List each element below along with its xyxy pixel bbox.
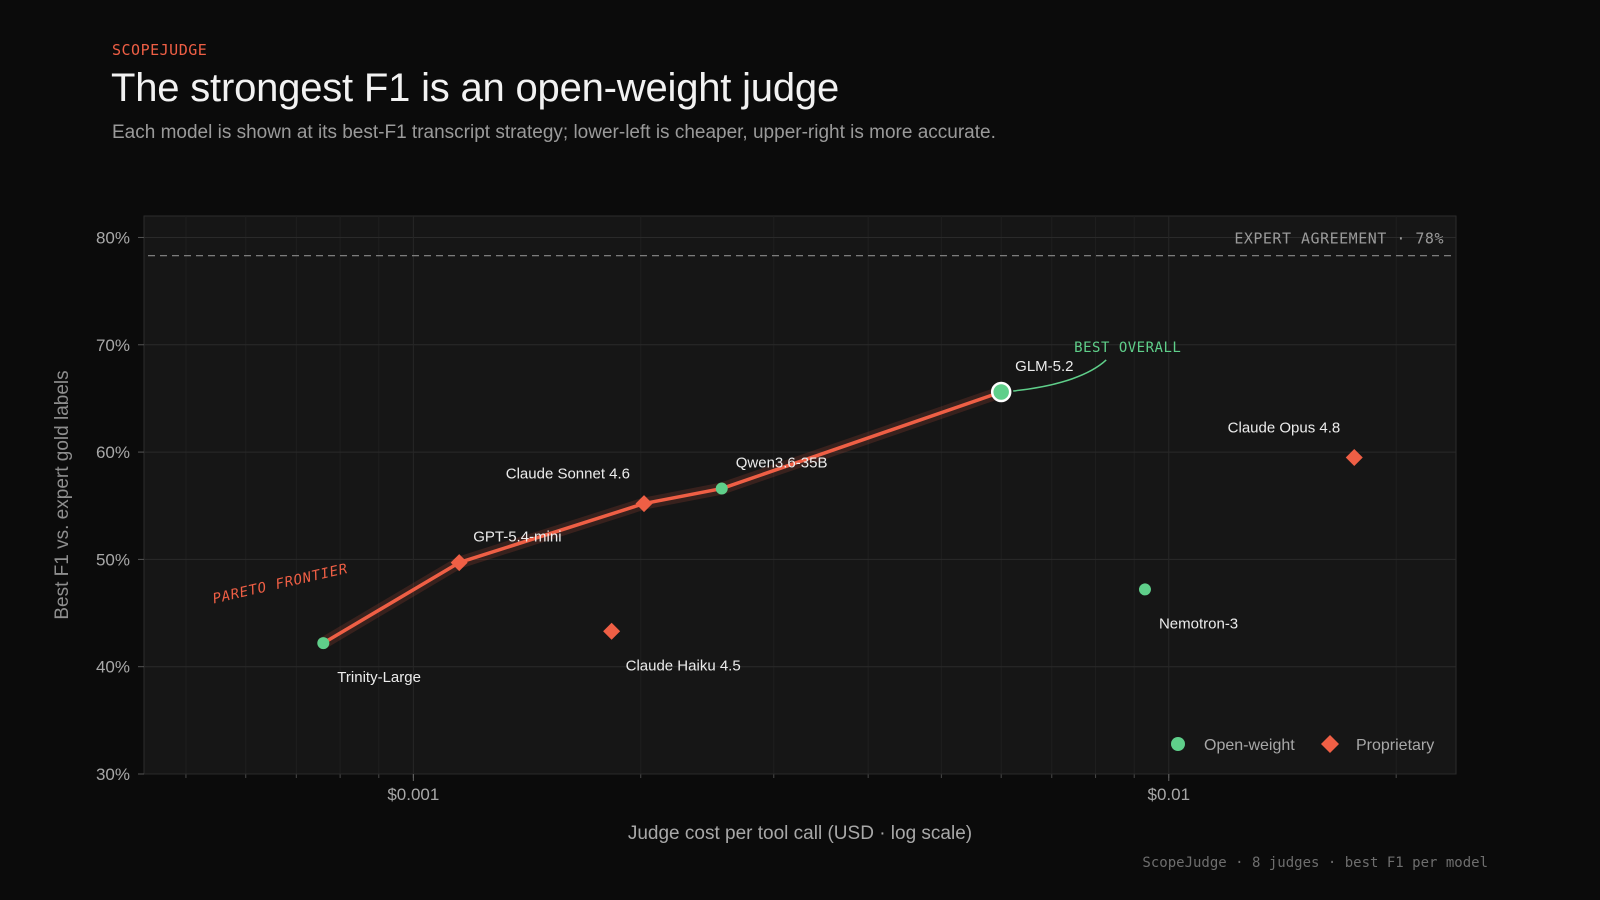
point-label-nemotron-3: Nemotron-3 — [1159, 615, 1238, 632]
point-claude-sonnet-4-6 — [635, 495, 653, 513]
eyebrow-label: SCOPEJUDGE — [112, 41, 208, 59]
x-axis-title: Judge cost per tool call (USD · log scal… — [628, 823, 972, 844]
plot-area — [143, 215, 1457, 775]
y-tick-label: 70% — [96, 336, 130, 355]
point-label-claude-haiku-4-5: Claude Haiku 4.5 — [626, 657, 741, 674]
point-nemotron-3 — [1138, 583, 1151, 596]
point-label-trinity-large: Trinity-Large — [337, 669, 421, 686]
y-tick-label: 50% — [96, 550, 130, 569]
x-tick-label: $0.001 — [387, 785, 439, 804]
expert-agreement-label: EXPERT AGREEMENT · 78% — [1234, 230, 1444, 248]
point-trinity-large — [317, 637, 330, 650]
legend-label-proprietary: Proprietary — [1356, 737, 1434, 754]
y-tick-label: 60% — [96, 443, 130, 462]
page-title: The strongest F1 is an open-weight judge — [111, 66, 839, 110]
point-claude-opus-4-8 — [1345, 448, 1363, 466]
best-overall-annotation: BEST OVERALL — [1074, 340, 1181, 356]
x-tick-label: $0.01 — [1148, 785, 1191, 804]
footer-caption: ScopeJudge · 8 judges · best F1 per mode… — [1142, 855, 1488, 871]
point-qwen3-6-35b — [715, 482, 728, 495]
point-label-qwen3-6-35b: Qwen3.6-35B — [736, 455, 828, 472]
legend-marker-open-weight — [1171, 737, 1185, 751]
y-axis-title: Best F1 vs. expert gold labels — [52, 370, 73, 619]
y-tick-label: 30% — [96, 765, 130, 784]
point-label-gpt-5-4-mini: GPT-5.4-mini — [473, 529, 561, 546]
y-tick-label: 40% — [96, 658, 130, 677]
y-tick-label: 80% — [96, 228, 130, 247]
point-label-claude-sonnet-4-6: Claude Sonnet 4.6 — [506, 466, 630, 483]
legend-marker-proprietary — [1321, 735, 1339, 753]
point-glm-5-2 — [990, 381, 1012, 403]
page-subtitle: Each model is shown at its best-F1 trans… — [112, 122, 996, 143]
point-gpt-5-4-mini — [450, 554, 468, 572]
point-label-glm-5-2: GLM-5.2 — [1015, 358, 1073, 375]
best-overall-connector — [1013, 359, 1107, 392]
point-label-claude-opus-4-8: Claude Opus 4.8 — [1228, 419, 1341, 436]
point-claude-haiku-4-5 — [603, 622, 621, 640]
legend-label-open-weight: Open-weight — [1204, 737, 1295, 754]
